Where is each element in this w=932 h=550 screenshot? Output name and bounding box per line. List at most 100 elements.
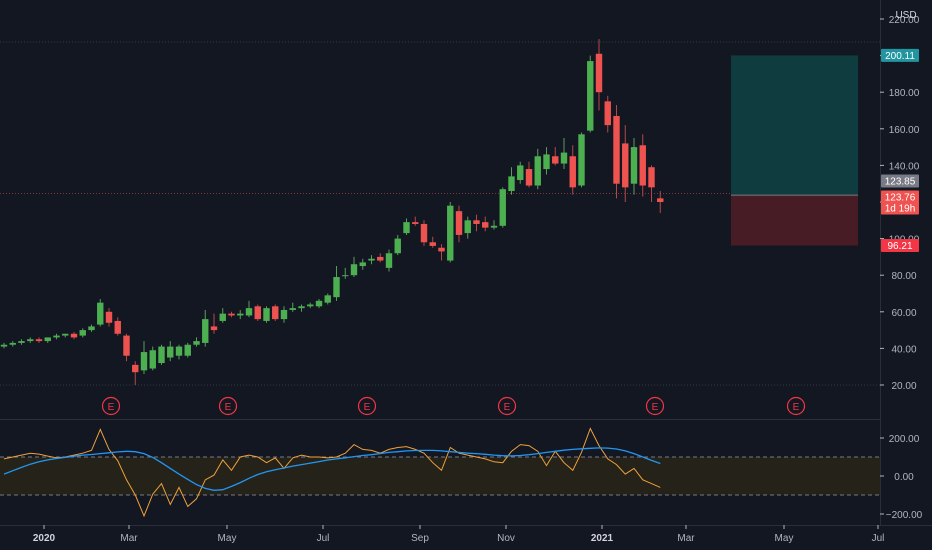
candle-body [412,222,419,224]
price-label-text: 200.11 [885,51,915,62]
candle-body [88,326,95,331]
candle-body [595,53,603,93]
candle-body [18,341,25,343]
candle-body [543,154,550,170]
currency-label: USD [895,10,916,21]
price-tick-label: 20.00 [891,381,916,392]
candle-body [105,311,113,323]
candle-body [403,222,410,234]
price-tick-label: 60.00 [891,308,916,319]
candle-body [587,61,594,131]
price-label-text: 123.76 [885,193,916,204]
candle-body [228,313,235,316]
candle-body [534,156,541,186]
candle-body [499,189,506,226]
candle-body [184,344,191,356]
candle-body [44,337,51,342]
candle-body [333,277,340,298]
price-tick-label: 40.00 [891,344,916,355]
indicator-band [0,457,880,495]
earnings-marker-label: E [652,402,659,413]
candle-body [149,350,156,369]
candle-body [657,198,664,202]
candle-body [298,306,305,309]
time-tick-label: Mar [120,533,138,544]
candle-body [237,313,244,316]
candle-body [648,167,655,188]
candle-body [490,225,498,228]
indicator-slow-line [3,427,661,518]
time-tick-label: May [775,533,794,544]
earnings-marker [786,396,806,416]
candle-body [70,333,78,338]
candle-body [315,300,323,307]
time-axis[interactable]: 2020 Mar May Jul Sep Nov 2021 Mar May Jul [33,525,885,544]
time-tick-label: Mar [677,533,695,544]
candle-body [552,156,559,164]
earnings-marker [101,396,121,416]
candle-body [79,330,86,336]
candle-body [254,306,261,320]
candle-body [175,346,183,356]
indicator-tick-label: −200.00 [886,510,923,521]
candle-body [245,308,253,316]
candle-body [622,143,629,188]
candle-body [263,308,270,321]
candle-body [35,339,43,342]
candle-body [158,346,165,364]
time-tick-label: Jul [872,533,885,544]
price-label-text: 123.85 [885,177,916,188]
candle-body [630,147,638,184]
candle-body [368,258,375,261]
candle-body [438,247,445,252]
candle-body [350,264,358,276]
candle-body [342,275,349,277]
candle-body [429,242,436,246]
countdown-label: 1d 19h [885,204,916,215]
price-label-text: 96.21 [887,241,912,252]
long-position-tool[interactable] [0,55,858,246]
price-tick-label: 180.00 [889,88,920,99]
candle-body [62,333,69,336]
candle-body [359,262,366,267]
price-label-box [881,190,919,215]
time-tick-label: Sep [411,533,429,544]
candle-body [525,169,533,186]
candle-body [455,211,463,235]
earnings-marker-label: E [225,402,232,413]
candle-body [193,341,200,345]
earnings-marker-label: E [793,402,800,413]
candle-body [9,342,16,345]
candle-body [464,220,471,234]
candle-body [517,165,524,181]
candle-body [560,152,568,164]
price-label-box [881,174,919,188]
candle-body [569,156,576,188]
candle-body [123,335,130,356]
earnings-marker-label: E [504,402,511,413]
candle-body [140,352,148,371]
time-tick-label: Nov [497,533,515,544]
candle-body [280,309,288,320]
earnings-marker [497,396,517,416]
candle-body [639,145,646,186]
indicator-pane: 200.00 0.00 −200.00 [0,427,923,521]
price-tick-label: 220.00 [889,15,920,26]
candle-body [53,335,60,338]
candle-body [27,339,34,342]
earnings-marker-label: E [108,402,115,413]
time-tick-label: 2020 [33,533,56,544]
candle-body [604,101,611,126]
candlestick-series [0,39,664,385]
time-tick-label: Jul [317,533,330,544]
candle-body [324,295,331,303]
candle-body [219,313,226,321]
candle-body [578,134,585,186]
loss-zone [731,195,858,246]
price-label-box [881,48,919,62]
candle-body [272,306,279,320]
candle-body [114,320,121,334]
indicator-tick-label: 0.00 [894,472,914,483]
